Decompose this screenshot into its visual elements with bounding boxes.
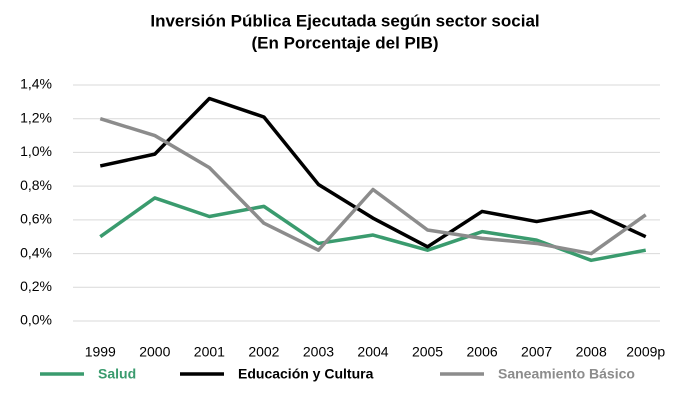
x-tick-label: 2001 xyxy=(194,344,225,360)
x-tick-label: 2008 xyxy=(576,344,607,360)
series-line xyxy=(99,117,647,256)
x-tick-label: 2002 xyxy=(248,344,279,360)
x-tick-label: 2005 xyxy=(412,344,443,360)
y-tick-label: 0,2% xyxy=(20,278,52,294)
series-line xyxy=(99,196,647,263)
legend-label: Educación y Cultura xyxy=(238,366,374,382)
y-tick-label: 0,8% xyxy=(20,177,52,193)
y-tick-label: 0,4% xyxy=(20,244,52,260)
y-tick-label: 0,0% xyxy=(20,312,52,328)
x-tick-label: 2006 xyxy=(467,344,498,360)
x-tick-label: 2009p xyxy=(626,344,665,360)
chart-title: Inversión Pública Ejecutada según sector… xyxy=(150,11,539,30)
y-tick-label: 1,2% xyxy=(20,109,52,125)
x-tick-label: 2007 xyxy=(521,344,552,360)
y-tick-label: 1,4% xyxy=(20,76,52,92)
chart-subtitle: (En Porcentaje del PIB) xyxy=(251,33,438,52)
x-tick-label: 2000 xyxy=(139,344,170,360)
legend-label: Saneamiento Básico xyxy=(498,366,635,382)
x-tick-label: 1999 xyxy=(85,344,116,360)
x-tick-label: 2004 xyxy=(357,344,388,360)
series-line xyxy=(99,96,647,249)
y-tick-label: 1,0% xyxy=(20,143,52,159)
x-tick-label: 2003 xyxy=(303,344,334,360)
legend-label: Salud xyxy=(98,366,136,382)
y-tick-label: 0,6% xyxy=(20,211,52,227)
